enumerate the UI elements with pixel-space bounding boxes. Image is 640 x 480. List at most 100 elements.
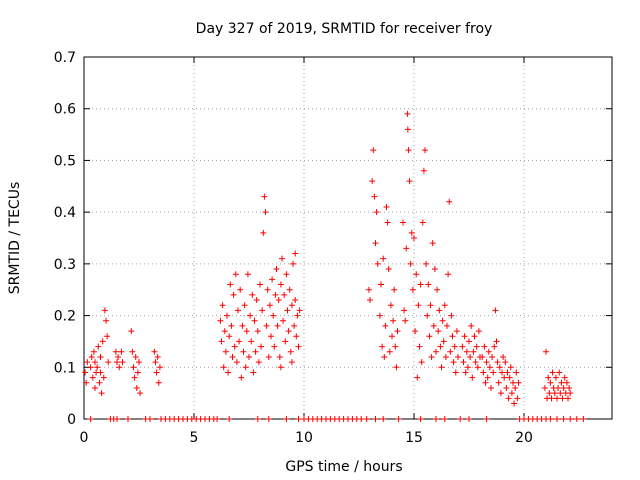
data-point bbox=[155, 379, 162, 386]
data-point bbox=[151, 348, 158, 355]
data-point bbox=[382, 322, 389, 329]
data-point bbox=[500, 353, 507, 360]
data-point bbox=[264, 286, 271, 293]
data-point bbox=[231, 343, 238, 350]
data-point bbox=[510, 379, 516, 386]
data-point bbox=[438, 364, 445, 371]
y-tick-label: 0.2 bbox=[54, 309, 76, 325]
data-point bbox=[287, 348, 294, 355]
data-point bbox=[219, 302, 226, 309]
data-point bbox=[129, 348, 136, 355]
data-point bbox=[436, 307, 443, 314]
data-point bbox=[363, 416, 370, 422]
plot-frame bbox=[83, 56, 613, 420]
data-point bbox=[261, 193, 268, 200]
data-point bbox=[402, 317, 409, 324]
y-tick-label: 0.1 bbox=[54, 360, 76, 376]
data-point bbox=[236, 338, 243, 345]
data-point bbox=[547, 379, 554, 386]
data-point bbox=[279, 255, 285, 262]
data-point bbox=[116, 364, 123, 371]
data-point bbox=[237, 286, 244, 293]
data-point bbox=[433, 416, 439, 422]
data-point bbox=[447, 348, 454, 355]
data-point bbox=[420, 167, 427, 174]
data-point bbox=[441, 416, 448, 422]
data-point bbox=[374, 260, 381, 267]
data-point bbox=[486, 364, 493, 371]
data-point bbox=[266, 302, 273, 309]
x-tick-label: 0 bbox=[80, 430, 89, 446]
data-point bbox=[463, 348, 470, 355]
data-point bbox=[133, 384, 140, 391]
data-point bbox=[384, 219, 391, 226]
data-point bbox=[97, 369, 104, 376]
data-point bbox=[295, 343, 302, 350]
data-point bbox=[294, 312, 301, 319]
data-point bbox=[480, 369, 487, 376]
data-point bbox=[214, 416, 221, 422]
data-point bbox=[563, 379, 570, 386]
data-point bbox=[565, 395, 571, 402]
data-point bbox=[227, 281, 234, 288]
data-point bbox=[423, 260, 430, 267]
data-point bbox=[230, 291, 237, 298]
data-point bbox=[433, 348, 439, 355]
data-point bbox=[417, 416, 424, 422]
data-point bbox=[291, 322, 298, 329]
data-point bbox=[99, 338, 106, 345]
data-point bbox=[428, 353, 435, 360]
data-point bbox=[118, 348, 125, 355]
data-point bbox=[470, 348, 477, 355]
x-axis-label: GPS time / hours bbox=[285, 459, 402, 475]
data-point bbox=[277, 364, 284, 371]
axis-ticks bbox=[83, 56, 612, 420]
data-point bbox=[547, 416, 554, 422]
data-point bbox=[409, 286, 416, 293]
data-point bbox=[429, 240, 436, 247]
data-point bbox=[381, 353, 388, 360]
data-point bbox=[541, 384, 548, 391]
data-point bbox=[407, 260, 414, 267]
data-point bbox=[413, 271, 420, 278]
data-point bbox=[269, 276, 276, 283]
data-point bbox=[97, 353, 104, 360]
data-point bbox=[229, 353, 236, 360]
data-point bbox=[506, 374, 513, 381]
data-point bbox=[250, 369, 257, 376]
data-point bbox=[400, 219, 406, 226]
data-point bbox=[238, 374, 245, 381]
data-point bbox=[246, 353, 252, 360]
data-point bbox=[255, 359, 262, 366]
data-point bbox=[242, 364, 249, 371]
data-point bbox=[84, 359, 91, 366]
data-point bbox=[435, 328, 442, 335]
data-point bbox=[546, 390, 553, 397]
data-point bbox=[386, 348, 393, 355]
data-point bbox=[136, 359, 142, 366]
data-point bbox=[226, 416, 233, 422]
data-point bbox=[431, 266, 438, 273]
data-point bbox=[467, 353, 474, 360]
data-point bbox=[249, 291, 256, 298]
data-point bbox=[372, 416, 379, 422]
data-point bbox=[573, 416, 580, 422]
data-point bbox=[554, 416, 560, 422]
data-point bbox=[83, 379, 90, 386]
data-point bbox=[268, 333, 274, 340]
data-point bbox=[406, 178, 413, 185]
data-point bbox=[241, 302, 248, 309]
data-point bbox=[253, 297, 260, 304]
data-point bbox=[283, 271, 290, 278]
data-point bbox=[392, 343, 399, 350]
data-point bbox=[412, 328, 419, 335]
data-point bbox=[288, 302, 295, 309]
data-point bbox=[490, 369, 497, 376]
data-point bbox=[265, 416, 272, 422]
data-point bbox=[271, 343, 278, 350]
data-point bbox=[90, 348, 97, 355]
data-point bbox=[558, 379, 565, 386]
data-point bbox=[282, 338, 289, 345]
data-point bbox=[415, 302, 422, 309]
data-point bbox=[251, 317, 258, 324]
